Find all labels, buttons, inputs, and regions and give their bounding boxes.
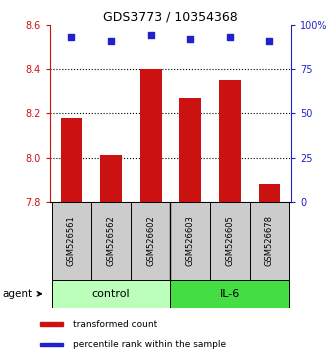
Bar [140, 69, 162, 202]
Bar [179, 98, 201, 202]
Bar [219, 80, 241, 202]
Text: GSM526678: GSM526678 [265, 215, 274, 266]
Text: transformed count: transformed count [73, 320, 157, 329]
Bar [210, 202, 250, 280]
Bar [40, 343, 63, 347]
Text: control: control [92, 289, 130, 299]
Bar [52, 280, 170, 308]
Text: GSM526603: GSM526603 [186, 215, 195, 266]
Point [148, 33, 153, 38]
Title: GDS3773 / 10354368: GDS3773 / 10354368 [103, 11, 238, 24]
Text: GSM526561: GSM526561 [67, 215, 76, 266]
Bar [250, 202, 289, 280]
Bar [61, 118, 82, 202]
Text: GSM526602: GSM526602 [146, 215, 155, 266]
Point [227, 34, 233, 40]
Bar [52, 202, 91, 280]
Text: GSM526562: GSM526562 [107, 215, 116, 266]
Bar [91, 202, 131, 280]
Bar [259, 184, 280, 202]
Point [267, 38, 272, 44]
Bar [40, 322, 63, 326]
Point [188, 36, 193, 42]
Point [69, 34, 74, 40]
Text: agent: agent [3, 289, 41, 299]
Point [108, 38, 114, 44]
Bar [131, 202, 170, 280]
Bar [170, 202, 210, 280]
Text: percentile rank within the sample: percentile rank within the sample [73, 340, 226, 349]
Bar [100, 155, 122, 202]
Bar [170, 280, 289, 308]
Text: IL-6: IL-6 [220, 289, 240, 299]
Text: GSM526605: GSM526605 [225, 215, 234, 266]
